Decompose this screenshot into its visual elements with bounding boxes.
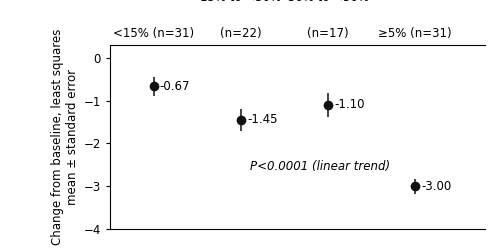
Text: 15% to <30%: 15% to <30%: [200, 0, 281, 4]
Text: 30% to <50%: 30% to <50%: [288, 0, 368, 4]
Text: -0.67: -0.67: [160, 80, 190, 93]
Text: -1.10: -1.10: [334, 98, 364, 111]
Text: -1.45: -1.45: [247, 113, 278, 126]
Y-axis label: Change from baseline, least squares
mean ± standard error: Change from baseline, least squares mean…: [52, 29, 80, 245]
Text: P<0.0001 (linear trend): P<0.0001 (linear trend): [250, 160, 390, 174]
Text: -3.00: -3.00: [422, 180, 452, 193]
